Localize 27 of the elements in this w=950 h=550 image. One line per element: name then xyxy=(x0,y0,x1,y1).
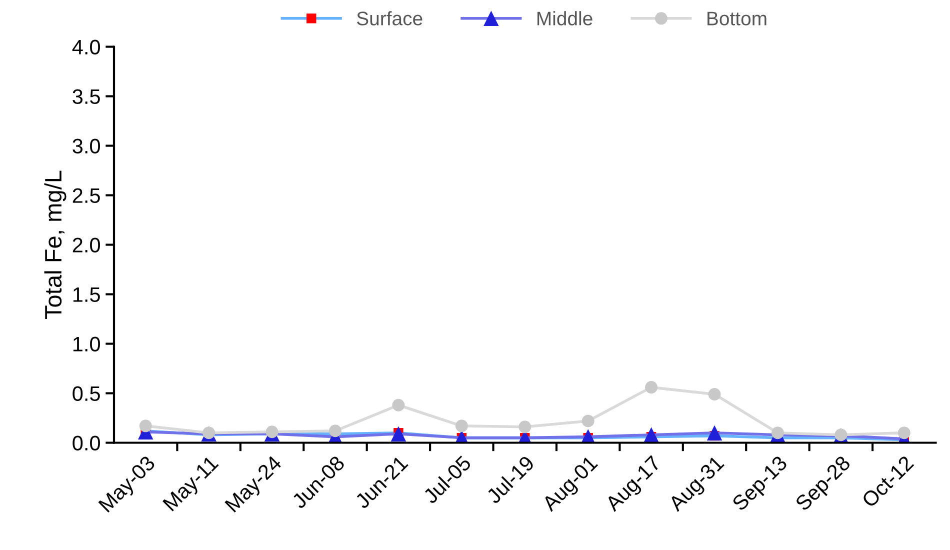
legend-label: Surface xyxy=(356,11,422,26)
point xyxy=(708,388,721,400)
point xyxy=(455,420,468,432)
y-tick-label: 3.5 xyxy=(72,89,100,104)
point xyxy=(390,426,406,442)
point xyxy=(328,424,342,438)
legend-label: Bottom xyxy=(708,12,766,26)
y-axis-title: Total Fe, mg/L xyxy=(44,170,66,320)
legend-label: Middle xyxy=(537,11,592,26)
point xyxy=(771,426,784,440)
point xyxy=(898,426,910,440)
y-tick-label: 3.0 xyxy=(72,138,100,154)
y-tick-label: 0.5 xyxy=(72,386,100,402)
point xyxy=(644,427,659,442)
point xyxy=(139,420,152,432)
point xyxy=(518,420,532,434)
point xyxy=(645,381,658,394)
point xyxy=(392,398,405,412)
point xyxy=(582,414,594,428)
y-tick-label: 0.0 xyxy=(72,436,100,451)
y-tick-label: 4.0 xyxy=(72,40,100,55)
point xyxy=(266,426,278,438)
y-tick-label: 1.0 xyxy=(73,336,100,352)
y-tick-label: 2.5 xyxy=(72,188,100,204)
y-tick-label: 1.5 xyxy=(73,287,100,302)
point xyxy=(706,425,722,440)
y-tick-label: 2.0 xyxy=(72,238,100,253)
